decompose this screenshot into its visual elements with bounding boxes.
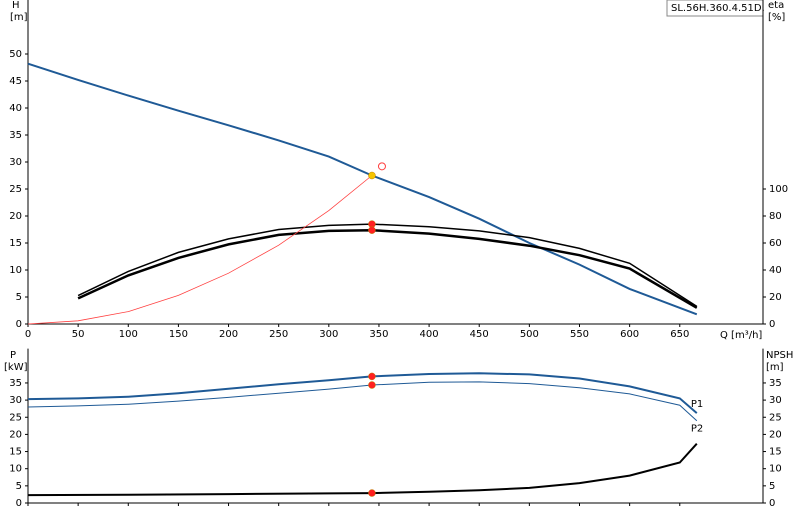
y-tick-label: 0 [16,498,22,509]
y-tick-label: 5 [16,292,22,303]
y-tick-label: 30 [9,157,22,168]
y2-tick-label: 15 [769,447,782,458]
y2-tick-label: 20 [769,429,782,440]
y2-unit: [m] [766,362,784,373]
curve [27,381,698,422]
duty-point [368,171,376,180]
y-tick-label: 30 [9,395,22,406]
y2-tick-label: 5 [769,481,775,492]
x-tick-label: 600 [620,329,639,340]
y2-tick-label: 60 [769,238,782,249]
series-label: P1 [691,399,703,410]
x-tick-label: 450 [470,329,489,340]
x-tick-label: 250 [269,329,288,340]
y-tick-label: 15 [9,447,22,458]
x-tick-label: 100 [119,329,138,340]
y-label: P [10,350,16,361]
y2-tick-label: 40 [769,265,782,276]
curve [27,443,698,497]
y-unit: [kW] [4,362,28,373]
duty-point [368,372,376,381]
curve [27,175,373,325]
y-tick-label: 35 [9,130,22,141]
x-tick-label: 0 [25,329,31,340]
x-tick-label: 50 [72,329,85,340]
y2-tick-label: 100 [769,184,788,195]
y2-tick-label: 20 [769,292,782,303]
y-tick-label: 25 [9,412,22,423]
y2-tick-label: 25 [769,412,782,423]
y2-label: NPSH [766,350,793,361]
y-tick-label: 15 [9,238,22,249]
y2-tick-label: 35 [769,378,782,389]
x-tick-label: 500 [520,329,539,340]
duty-point [377,162,386,171]
duty-point [368,381,376,389]
y2-unit: [%] [768,12,785,23]
y-unit: [m] [10,12,28,23]
y-tick-label: 50 [9,49,22,60]
y2-label: eta [768,0,784,11]
curve [27,372,698,414]
y2-tick-label: 0 [769,319,775,330]
x-tick-label: 150 [169,329,188,340]
y-tick-label: 10 [9,265,22,276]
curve [27,62,698,316]
curve [77,223,698,308]
y2-tick-label: 30 [769,395,782,406]
y2-tick-label: 80 [769,211,782,222]
x-tick-label: 350 [369,329,388,340]
y2-tick-label: 0 [769,498,775,509]
y-tick-label: 10 [9,464,22,475]
y2-tick-label: 10 [769,464,782,475]
y-tick-label: 40 [9,103,22,114]
y-tick-label: 5 [16,481,22,492]
y-tick-label: 20 [9,429,22,440]
x-tick-label: 300 [319,329,338,340]
x-tick-label: 650 [670,329,689,340]
y-tick-label: 35 [9,378,22,389]
y-tick-label: 0 [16,319,22,330]
duty-point [368,226,376,234]
duty-point [368,489,376,497]
y-label: H [12,0,20,11]
model-label: SL.56H.360.4.51D. [671,3,765,14]
series-label: P2 [691,424,703,435]
x-label: Q [m³/h] [720,330,762,341]
curve [77,228,698,309]
x-tick-label: 550 [570,329,589,340]
x-tick-label: 200 [219,329,238,340]
y-tick-label: 20 [9,211,22,222]
y-tick-label: 25 [9,184,22,195]
y-tick-label: 45 [9,76,22,87]
x-tick-label: 400 [420,329,439,340]
